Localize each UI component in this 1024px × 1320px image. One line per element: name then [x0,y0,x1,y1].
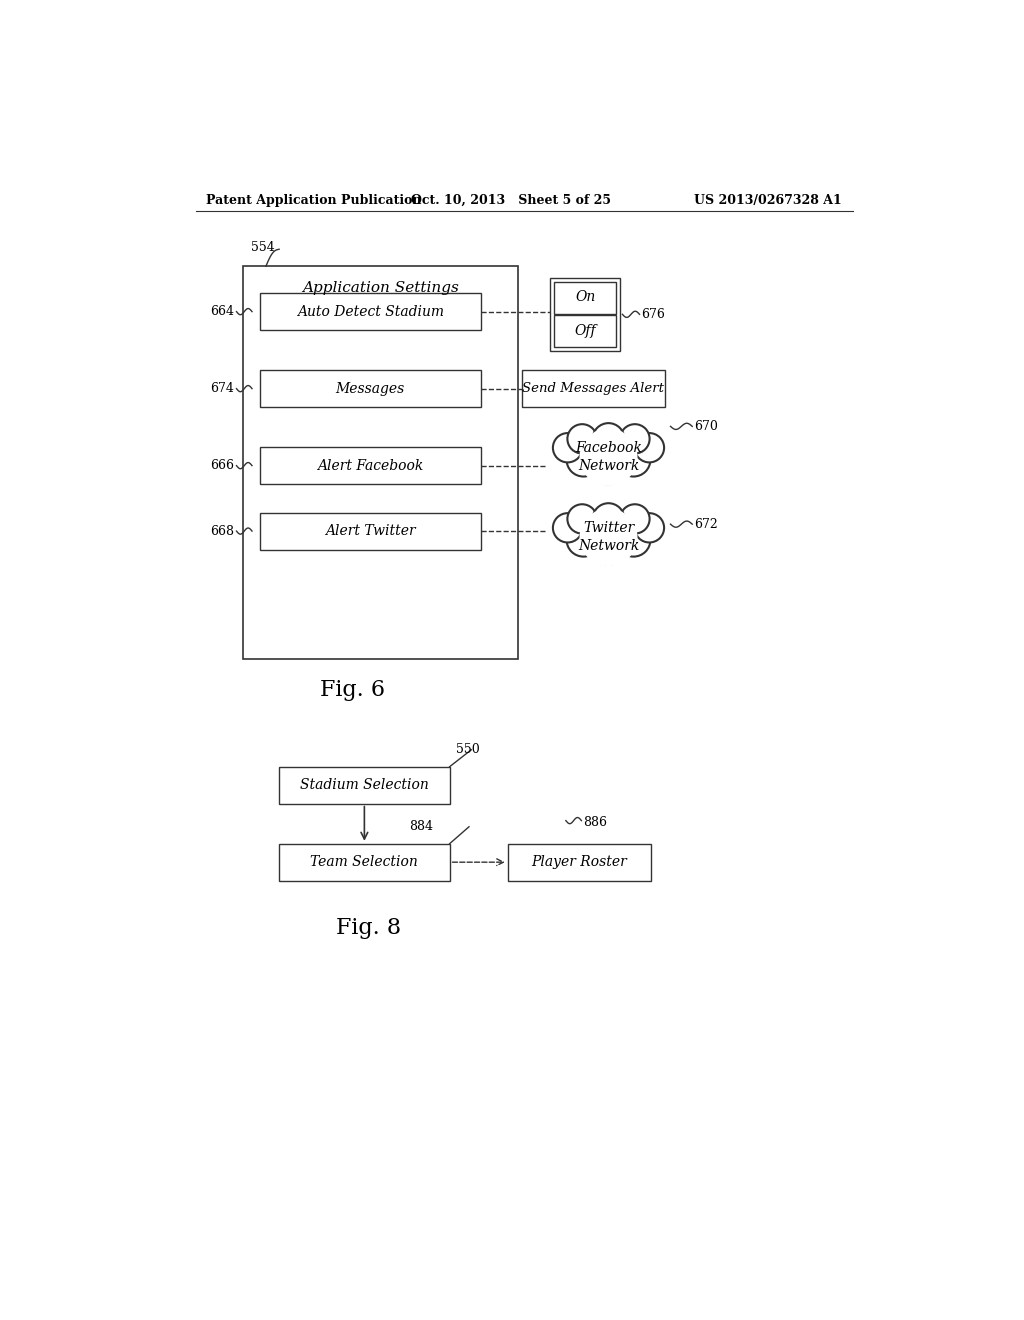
Text: Twitter
Network: Twitter Network [578,521,639,553]
Bar [260,447,480,484]
Bar [280,767,450,804]
Circle shape [635,433,665,462]
Text: Alert Twitter: Alert Twitter [325,524,416,539]
Circle shape [567,424,597,454]
Text: 676: 676 [641,308,665,321]
Circle shape [635,513,665,543]
Circle shape [621,424,649,454]
Text: On: On [575,290,595,304]
Circle shape [580,508,638,566]
Text: Application Settings: Application Settings [302,281,459,294]
Bar [260,293,480,330]
Text: Alert Facebook: Alert Facebook [317,458,423,473]
Bar [521,370,665,407]
Circle shape [587,520,631,565]
Text: Player Roster: Player Roster [531,855,628,869]
Bar [554,314,616,347]
Text: 668: 668 [210,524,234,537]
Circle shape [621,504,649,533]
Circle shape [553,513,583,543]
Text: Messages: Messages [336,381,404,396]
Text: 886: 886 [583,816,607,829]
Text: 550: 550 [456,743,479,756]
Bar [243,267,518,659]
Text: Off: Off [574,323,596,338]
Circle shape [553,433,583,462]
Text: Oct. 10, 2013   Sheet 5 of 25: Oct. 10, 2013 Sheet 5 of 25 [411,194,611,207]
Text: Send Messages Alert: Send Messages Alert [522,381,665,395]
Circle shape [616,444,650,477]
Bar [280,843,450,880]
Circle shape [566,523,600,557]
Text: Patent Application Publication: Patent Application Publication [206,194,421,207]
Text: 670: 670 [693,420,718,433]
Text: Fig. 6: Fig. 6 [321,678,385,701]
Text: US 2013/0267328 A1: US 2013/0267328 A1 [693,194,842,207]
Text: 672: 672 [693,517,718,531]
Circle shape [587,441,631,484]
Bar [260,370,480,407]
Text: 884: 884 [410,820,433,833]
Circle shape [616,523,650,557]
Bar [508,843,651,880]
Text: Team Selection: Team Selection [310,855,418,869]
Text: 664: 664 [210,305,234,318]
Bar [554,281,616,314]
Circle shape [593,424,625,454]
Text: Fig. 8: Fig. 8 [336,917,400,940]
Text: 666: 666 [210,459,234,473]
Text: Facebook
Network: Facebook Network [575,441,642,474]
Text: 674: 674 [210,381,234,395]
Text: Auto Detect Stadium: Auto Detect Stadium [297,305,443,318]
Circle shape [567,504,597,533]
Bar [550,277,621,351]
Bar [260,512,480,549]
Circle shape [593,503,625,535]
Text: Stadium Selection: Stadium Selection [300,779,429,792]
Text: 554: 554 [252,242,275,255]
Circle shape [566,444,600,477]
Circle shape [580,429,638,486]
